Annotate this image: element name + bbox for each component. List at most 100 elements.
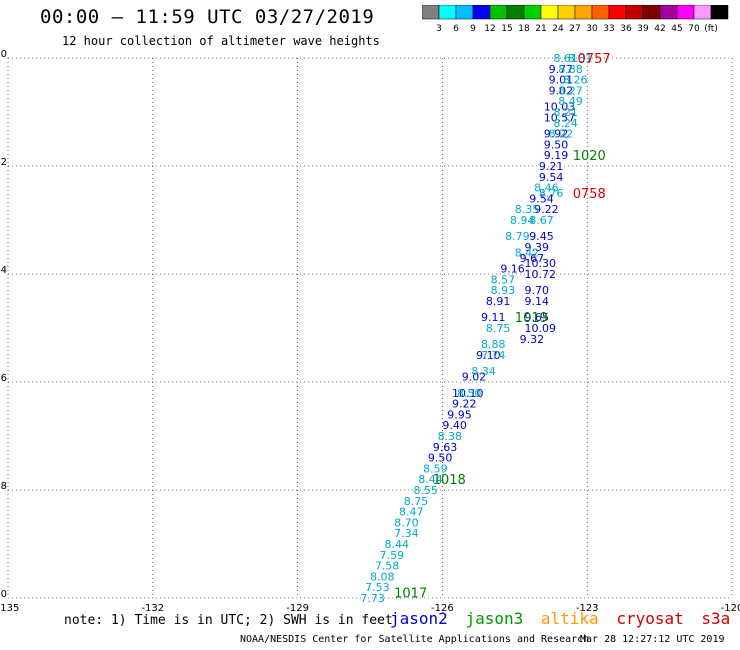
wave-height-jason3: 8.70 xyxy=(394,516,419,529)
y-tick-label: -6 xyxy=(0,373,7,384)
wave-height-jason2: 9.10 xyxy=(476,349,501,362)
wave-height-jason3: 8.76 xyxy=(539,187,564,200)
x-tick-label: -129 xyxy=(286,603,309,612)
wave-height-jason3: 7.34 xyxy=(394,527,419,540)
satellite-s3a: s3a xyxy=(701,609,731,628)
wave-height-jason3: 8.94 xyxy=(510,214,535,227)
y-tick-label: -2 xyxy=(0,157,7,168)
scale-label: 12 xyxy=(484,24,495,34)
wave-height-jason2: 9.22 xyxy=(452,398,477,411)
chart-title: 00:00 – 11:59 UTC 03/27/2019 xyxy=(40,6,375,28)
x-tick-label: -123 xyxy=(576,603,599,612)
scale-label: 21 xyxy=(535,24,546,34)
wave-height-jason2: 9.22 xyxy=(534,203,559,216)
wave-height-jason2: 9.02 xyxy=(549,84,574,97)
pass-time-label: 1019 xyxy=(515,311,548,326)
scale-swatch xyxy=(710,5,729,20)
wave-height-jason2: 10.10 xyxy=(452,387,484,400)
wave-height-jason2: 9.02 xyxy=(462,371,487,384)
wave-height-jason3: 8.49 xyxy=(558,95,583,108)
satellite-jason3: jason3 xyxy=(465,609,524,628)
scale-label: 27 xyxy=(569,24,580,34)
x-tick-label: -120 xyxy=(721,603,740,612)
x-tick-label: -126 xyxy=(431,603,454,612)
wave-height-jason3: 8.27 xyxy=(558,84,583,97)
scale-label: 36 xyxy=(620,24,632,34)
y-tick-label: -10 xyxy=(0,589,7,600)
wave-height-jason2: 9.14 xyxy=(524,295,549,308)
wave-height-jason3: 7.59 xyxy=(380,549,405,562)
wave-height-jason2: 9.40 xyxy=(442,419,467,432)
wave-height-jason3: 8.08 xyxy=(370,570,395,583)
wave-height-jason2: 10.09 xyxy=(524,322,556,335)
satellite-altika: altika xyxy=(540,609,599,628)
wave-height-jason3: 7.53 xyxy=(365,581,390,594)
wave-height-jason2: 8.91 xyxy=(486,295,511,308)
wave-height-jason3: 8.57 xyxy=(491,273,515,286)
scale-label: (ft) xyxy=(704,24,718,34)
wave-height-jason3: 8.93 xyxy=(491,284,515,297)
wave-height-jason3: 8.61 xyxy=(553,52,578,65)
x-tick-label: -132 xyxy=(141,603,164,612)
wave-height-jason2: 9.92 xyxy=(544,128,569,141)
wave-height-jason3: 8.46 xyxy=(534,182,559,195)
scale-label: 24 xyxy=(552,24,564,34)
wave-height-jason3: 7.58 xyxy=(375,560,400,573)
wave-height-jason2: 9.70 xyxy=(524,284,549,297)
scale-label: 33 xyxy=(603,24,614,34)
wave-height-jason3: 8.50 xyxy=(457,387,482,400)
pass-time-label: 0758 xyxy=(573,187,606,202)
wave-height-jason2: 9.39 xyxy=(524,241,549,254)
wave-height-jason3: 8.42 xyxy=(515,246,540,259)
wave-height-jason2: 10.72 xyxy=(524,268,556,281)
wave-height-jason2: 9.16 xyxy=(500,263,525,276)
scale-label: 30 xyxy=(586,24,598,34)
credit-line: NOAA/NESDIS Center for Satellite Applica… xyxy=(240,634,590,645)
wave-height-jason3: 8.44 xyxy=(418,473,443,486)
wave-height-jason2: 9.65 xyxy=(524,311,549,324)
scale-label: 18 xyxy=(518,24,530,34)
wave-height-jason3: 8.47 xyxy=(399,506,424,519)
scale-label: 70 xyxy=(688,24,700,34)
wave-height-jason3: 8.35 xyxy=(515,203,540,216)
generated-timestamp: Mar 28 12:27:12 UTC 2019 xyxy=(580,634,725,645)
pass-time-label: 0757 xyxy=(578,52,611,67)
wave-height-jason3: 8.21 xyxy=(553,106,578,119)
wave-height-jason3: 8.55 xyxy=(413,484,438,497)
y-tick-label: -8 xyxy=(0,481,7,492)
scale-label: 3 xyxy=(436,24,442,34)
wave-height-jason3: 8.67 xyxy=(529,214,554,227)
wave-height-jason2: 9.63 xyxy=(433,441,458,454)
wave-height-jason3: 7.73 xyxy=(360,592,385,605)
wave-height-jason2: 9.50 xyxy=(428,452,453,465)
wave-height-jason2: 10.30 xyxy=(524,257,556,270)
wave-height-jason2: 9.11 xyxy=(481,311,506,324)
wave-height-jason3: 8.88 xyxy=(558,63,583,76)
wave-height-jason2: 9.77 xyxy=(549,63,574,76)
wave-height-jason2: 9.45 xyxy=(529,230,554,243)
wave-height-jason2: 9.19 xyxy=(544,149,569,162)
y-tick-label: 0 xyxy=(1,49,7,60)
chart-subtitle: 12 hour collection of altimeter wave hei… xyxy=(62,34,380,48)
y-tick-label: -4 xyxy=(0,265,7,276)
wave-height-jason2: 9.54 xyxy=(539,171,564,184)
scale-label: 45 xyxy=(671,24,682,34)
wave-height-jason3: 8.44 xyxy=(384,538,409,551)
wave-height-jason3: 8.24 xyxy=(553,117,578,130)
x-tick-label: -135 xyxy=(0,603,19,612)
footer-note: note: 1) Time is in UTC; 2) SWH is in fe… xyxy=(64,613,393,628)
wave-height-jason3: 8.31 xyxy=(568,52,593,65)
wave-height-jason2: 9.50 xyxy=(544,138,569,151)
wave-height-jason3: 8.88 xyxy=(481,338,506,351)
color-scale-legend: 3 6 9 12 15 18 21 24 27 30 33 36 39 42 45 70 (ft) xyxy=(422,5,729,34)
wave-height-jason3: 8.75 xyxy=(486,322,511,335)
scale-label: 15 xyxy=(501,24,512,34)
wave-height-jason3: 8.26 xyxy=(563,74,588,87)
wave-height-jason3: 8.59 xyxy=(423,462,448,475)
wave-height-jason2: 9.01 xyxy=(549,74,574,87)
wave-height-jason2: 10.03 xyxy=(544,101,576,114)
wave-height-jason3: 8.79 xyxy=(505,230,530,243)
pass-time-label: 1020 xyxy=(573,149,606,164)
wave-height-jason2: 9.32 xyxy=(520,333,545,346)
wave-height-jason3: 7.74 xyxy=(481,349,506,362)
